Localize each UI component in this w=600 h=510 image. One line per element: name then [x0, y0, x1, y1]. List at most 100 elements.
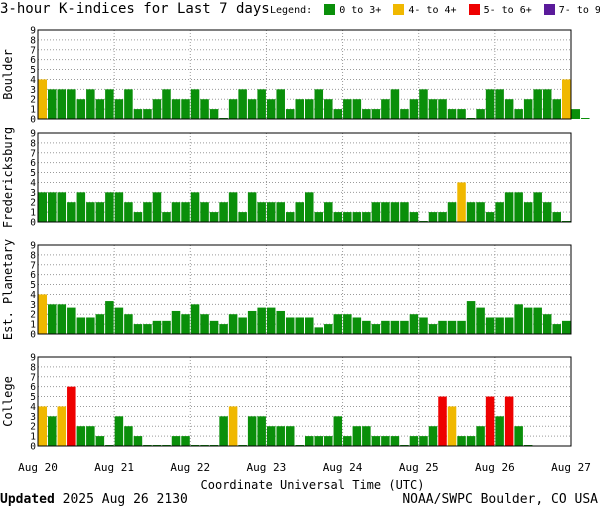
k-index-bar	[390, 89, 400, 119]
panel-frame	[37, 132, 572, 223]
k-index-bar	[238, 317, 247, 334]
k-index-bar	[162, 89, 171, 119]
k-index-bar	[457, 320, 466, 334]
k-index-bar	[162, 320, 171, 334]
y-tick-label: 4	[30, 402, 36, 413]
legend-swatch-green	[324, 4, 336, 15]
k-index-bar	[228, 99, 238, 119]
k-index-bar	[190, 304, 200, 334]
y-tick-label: 3	[30, 188, 36, 199]
k-index-bar	[352, 317, 362, 334]
k-index-bar	[105, 192, 114, 222]
k-index-bar	[181, 202, 190, 222]
k-index-bar	[171, 99, 181, 119]
k-index-bar	[314, 212, 324, 222]
k-index-bar	[381, 99, 390, 119]
y-tick-label: 0	[30, 330, 36, 341]
panel-name: Fredericksburg	[1, 127, 15, 228]
x-tick-label: Aug 27	[551, 461, 591, 474]
y-tick-label: 3	[30, 412, 36, 423]
k-index-bar	[209, 320, 219, 334]
k-index-bar	[324, 436, 333, 446]
k-index-bar	[219, 416, 228, 446]
k-index-bar	[438, 320, 447, 334]
k-index-bar	[200, 314, 209, 334]
k-index-bar	[390, 202, 400, 222]
k-index-bar	[419, 436, 428, 446]
k-index-bar	[466, 436, 476, 446]
k-index-bar	[523, 99, 533, 119]
k-index-bar	[48, 89, 57, 119]
k-index-bar	[238, 212, 247, 222]
k-index-bar	[333, 109, 343, 119]
k-index-bar	[390, 436, 400, 446]
y-tick-label: 7	[30, 148, 36, 159]
k-index-bar	[514, 109, 523, 119]
legend: Legend: 0 to 3+ 4- to 4+ 5- to 6+ 7- to …	[270, 4, 600, 16]
k-index-bar	[57, 406, 67, 446]
y-tick-label: 7	[30, 372, 36, 383]
k-index-bar	[314, 327, 324, 334]
y-tick-label: 2	[30, 95, 36, 106]
k-index-bar	[324, 99, 333, 119]
x-tick-label: Aug 21	[94, 461, 134, 474]
k-index-bar	[324, 202, 333, 222]
k-index-bar	[523, 307, 533, 334]
k-index-bar	[314, 436, 324, 446]
k-index-bar	[38, 79, 48, 119]
y-tick-label: 1	[30, 432, 36, 443]
k-index-bar	[247, 192, 257, 222]
k-index-bar	[447, 109, 457, 119]
k-index-bar	[76, 99, 86, 119]
k-index-bar	[457, 436, 466, 446]
k-index-bar	[48, 192, 57, 222]
k-index-bar	[362, 212, 371, 222]
k-index-bar	[228, 192, 238, 222]
k-index-bar	[333, 416, 343, 446]
k-index-bar	[124, 426, 133, 446]
k-index-bar	[152, 320, 162, 334]
k-index-bar	[352, 99, 362, 119]
k-index-bar	[504, 317, 514, 334]
legend-item-storm: 5- to 6+	[468, 4, 532, 16]
k-index-bar	[57, 304, 67, 334]
k-index-bar	[228, 406, 238, 446]
k-index-bar	[209, 212, 219, 222]
k-index-bar	[152, 99, 162, 119]
k-index-bar	[295, 317, 304, 334]
k-index-bar	[438, 99, 447, 119]
k-index-bar	[285, 109, 295, 119]
k-index-bar	[247, 310, 257, 334]
k-index-bar	[67, 386, 76, 446]
k-index-bar	[57, 192, 67, 222]
k-index-bar	[343, 436, 352, 446]
y-tick-label: 1	[30, 320, 36, 331]
k-index-bar	[333, 212, 343, 222]
k-index-bar	[381, 320, 390, 334]
k-index-bar	[533, 307, 542, 334]
k-index-bar	[133, 109, 143, 119]
k-index-bar	[162, 212, 171, 222]
panel-frame	[37, 29, 572, 120]
k-index-bar	[57, 89, 67, 119]
legend-item-severe: 7- to 9	[543, 4, 600, 16]
x-tick-label: Aug 22	[170, 461, 210, 474]
k-index-bar	[552, 212, 561, 222]
k-index-bar	[276, 202, 285, 222]
y-tick-label: 5	[30, 280, 36, 291]
k-index-bar	[266, 99, 276, 119]
k-index-bar	[324, 324, 333, 334]
k-index-bar	[305, 436, 314, 446]
k-index-bar	[371, 436, 381, 446]
k-index-bar	[409, 212, 419, 222]
k-index-bar	[352, 426, 362, 446]
k-index-bar	[523, 202, 533, 222]
k-index-bar	[343, 212, 352, 222]
k-index-bar	[428, 426, 438, 446]
k-index-bar	[295, 202, 304, 222]
k-index-bar	[476, 307, 485, 334]
k-index-bar	[457, 109, 466, 119]
updated-label: Updated	[0, 492, 55, 507]
k-index-bar	[266, 202, 276, 222]
k-index-bar	[390, 320, 400, 334]
